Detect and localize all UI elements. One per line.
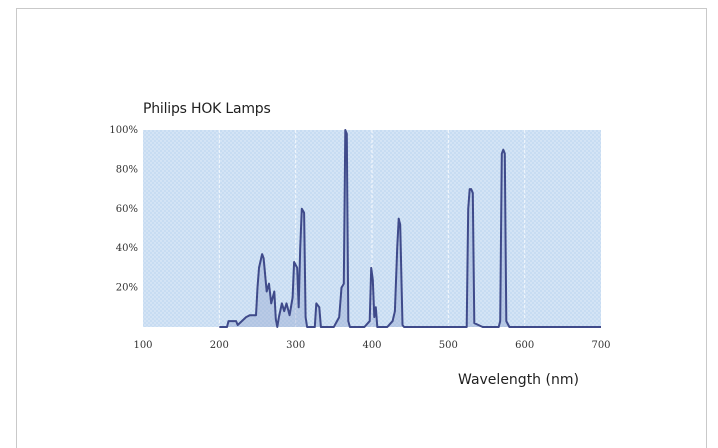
y-tick-label: 20%	[116, 283, 138, 294]
spectrum-line	[219, 129, 601, 328]
x-tick-label: 400	[362, 340, 381, 351]
x-axis-label: Wavelength (nm)	[458, 372, 579, 388]
x-tick-label: 200	[210, 340, 229, 351]
x-tick-label: 500	[439, 340, 458, 351]
chart-title: Philips HOK Lamps	[143, 101, 271, 117]
x-tick-label: 700	[591, 340, 610, 351]
y-tick-label: 80%	[116, 164, 138, 175]
y-axis-ticks: 20% 40% 60% 80% 100%	[109, 125, 138, 294]
x-axis-ticks: 100 200 300 400 500 600 700	[133, 340, 610, 351]
spectrum-chart: 100 200 300 400 500 600 700 20% 40% 60% 80% 100%	[109, 125, 610, 351]
y-tick-label: 60%	[116, 204, 138, 215]
y-tick-label: 100%	[109, 125, 138, 136]
x-tick-label: 300	[286, 340, 305, 351]
series-layer	[219, 129, 602, 328]
x-tick-label: 100	[133, 340, 152, 351]
grid-lines	[218, 130, 526, 327]
y-tick-label: 40%	[116, 243, 138, 254]
x-tick-label: 600	[515, 340, 534, 351]
